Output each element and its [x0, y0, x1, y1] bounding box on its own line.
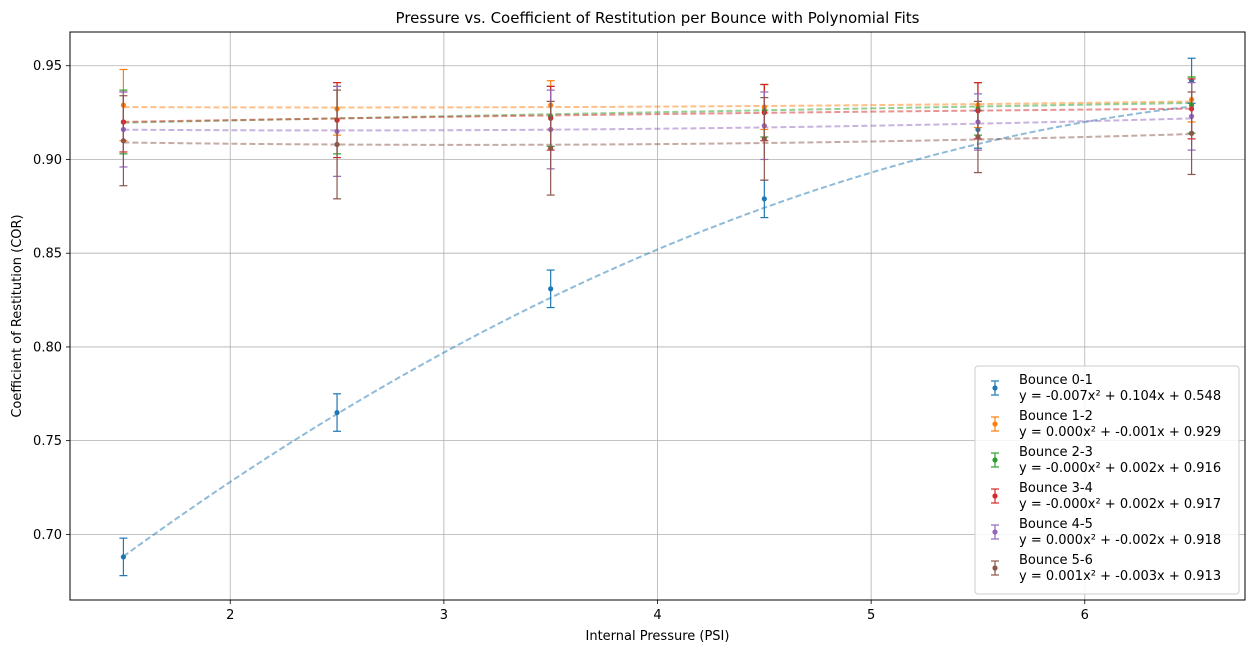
fit-curve — [123, 100, 1192, 109]
legend-series-equation: y = -0.000x² + 0.002x + 0.917 — [1019, 497, 1221, 512]
legend-series-name: Bounce 2-3 — [1019, 445, 1093, 460]
fit-curve — [123, 101, 1192, 124]
y-tick-label: 0.70 — [33, 528, 62, 543]
legend-box — [974, 365, 1240, 595]
legend-series-equation: y = -0.000x² + 0.002x + 0.916 — [1019, 461, 1221, 476]
legend-series-equation: y = 0.000x² + -0.002x + 0.918 — [1019, 533, 1221, 548]
x-tick-label: 3 — [440, 608, 448, 623]
x-tick-label: 4 — [653, 608, 661, 623]
legend-series-name: Bounce 4-5 — [1019, 517, 1093, 532]
legend-marker-point — [992, 493, 998, 499]
y-tick-label: 0.85 — [33, 247, 62, 262]
fit-curve — [123, 107, 1192, 123]
y-axis-label: Coefficient of Restitution (COR) — [10, 214, 25, 417]
legend-series-equation: y = 0.000x² + -0.001x + 0.929 — [1019, 425, 1221, 440]
chart-title: Pressure vs. Coefficient of Restitution … — [396, 9, 920, 27]
legend-marker-point — [992, 457, 998, 463]
fit-curve — [123, 117, 1192, 132]
y-tick-label: 0.75 — [33, 434, 62, 449]
legend-series-name: Bounce 0-1 — [1019, 373, 1093, 388]
x-tick-label: 5 — [867, 608, 875, 623]
data-points — [119, 57, 1196, 577]
legend-marker-point — [992, 385, 998, 391]
data-point — [548, 286, 554, 292]
grid — [70, 32, 1245, 600]
fit-curve — [123, 133, 1192, 146]
data-point — [975, 134, 981, 140]
x-tick-label: 2 — [226, 608, 234, 623]
legend-marker-point — [992, 565, 998, 571]
legend-series-name: Bounce 5-6 — [1019, 553, 1093, 568]
legend-series-equation: y = -0.007x² + 0.104x + 0.548 — [1019, 389, 1221, 404]
legend-marker-point — [992, 421, 998, 427]
fit-curve — [122, 105, 1192, 558]
plot-frame — [69, 31, 1246, 601]
y-tick-label: 0.90 — [33, 153, 62, 168]
legend-series-name: Bounce 1-2 — [1019, 409, 1093, 424]
legend: Bounce 0-1y = -0.007x² + 0.104x + 0.548 B… — [974, 365, 1240, 595]
fit-curves — [122, 100, 1192, 558]
data-point — [334, 409, 340, 416]
y-tick-label: 0.95 — [33, 59, 62, 74]
x-axis-label: Internal Pressure (PSI) — [586, 629, 730, 644]
legend-marker-point — [992, 529, 998, 535]
x-tick-label: 6 — [1081, 608, 1089, 623]
data-point — [334, 141, 340, 148]
axes: 2 3 4 5 6 0.70 0.75 0.80 0.85 0.90 0.95 — [33, 31, 1246, 623]
legend-series-name: Bounce 3-4 — [1019, 481, 1093, 496]
y-tick-label: 0.80 — [33, 340, 62, 355]
data-point — [761, 136, 767, 142]
data-point — [761, 196, 767, 202]
data-point — [120, 554, 127, 560]
data-point — [120, 138, 127, 144]
data-point — [548, 145, 554, 151]
legend-series-equation: y = 0.001x² + -0.003x + 0.913 — [1019, 569, 1221, 584]
data-point — [1188, 130, 1195, 136]
